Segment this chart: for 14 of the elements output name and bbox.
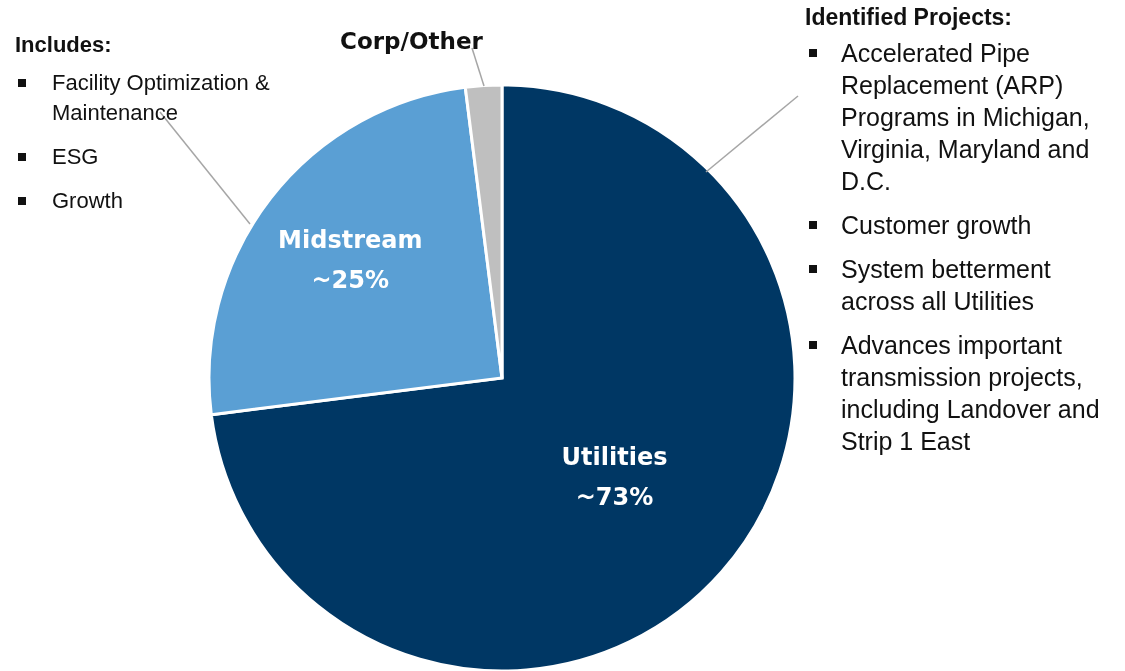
slice-label: Corp/Other: [340, 27, 484, 54]
data-label: ~73%: [575, 483, 654, 512]
text: Includes:: [15, 32, 112, 57]
text: System betterment across all Utilities: [840, 254, 1052, 317]
text: Advances important transmission projects, including Landover and Strip 1 East: [840, 330, 1101, 457]
text: Growth: [51, 187, 124, 215]
text: Accelerated Pipe Replacement (ARP) Programs in Michigan, Virginia, Maryland and D.C.: [840, 38, 1091, 197]
data-label: ~25%: [311, 266, 390, 295]
text: ESG: [51, 143, 100, 171]
slice-label: Midstream: [278, 226, 423, 255]
text: Identified Projects:: [805, 4, 1014, 31]
text: Customer growth: [840, 210, 1033, 241]
slice-label: Utilities: [561, 443, 668, 472]
text: Facility Optimization & Maintenance: [51, 69, 271, 127]
